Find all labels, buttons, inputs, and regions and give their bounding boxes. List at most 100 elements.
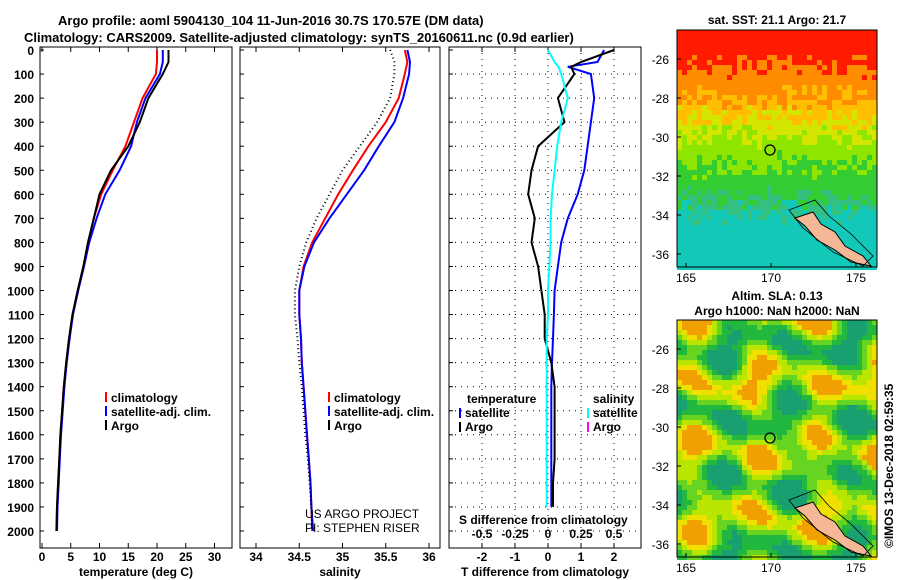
map-cell (857, 45, 862, 50)
map-cell (692, 505, 697, 510)
map-cell (837, 230, 842, 235)
map-cell (847, 90, 852, 95)
map-cell (797, 165, 802, 170)
map-cell (732, 335, 737, 340)
map-cell (802, 140, 807, 145)
map-cell (862, 395, 867, 400)
map-cell (732, 185, 737, 190)
map-cell (777, 485, 782, 490)
map-cell (687, 325, 692, 330)
map-cell (757, 40, 762, 45)
plot-frame (448, 46, 642, 549)
map-cell (857, 95, 862, 100)
map-cell (687, 100, 692, 105)
map-cell (867, 140, 872, 145)
map-cell (702, 435, 707, 440)
map-cell (867, 75, 872, 80)
s-tick-label: 0.5 (606, 527, 623, 541)
legend-swatch (459, 422, 461, 432)
map-cell (822, 400, 827, 405)
map-cell (707, 395, 712, 400)
map-cell (852, 145, 857, 150)
map-cell (822, 470, 827, 475)
map-cell (812, 110, 817, 115)
map-cell (752, 410, 757, 415)
map-cell (782, 410, 787, 415)
map-cell (812, 445, 817, 450)
map-cell (727, 170, 732, 175)
map-cell (737, 365, 742, 370)
map-cell (757, 180, 762, 185)
map-cell (717, 345, 722, 350)
map-cell (712, 225, 717, 230)
map-cell (702, 40, 707, 45)
map-cell (767, 120, 772, 125)
map-cell (867, 90, 872, 95)
map-cell (762, 175, 767, 180)
map-cell (752, 145, 757, 150)
map-cell (842, 450, 847, 455)
map-cell (757, 35, 762, 40)
map-cell (762, 415, 767, 420)
map-cell (862, 505, 867, 510)
map-cell (712, 50, 717, 55)
map-cell (817, 380, 822, 385)
map-cell (752, 260, 757, 265)
map-cell (812, 370, 817, 375)
map-cell (742, 365, 747, 370)
map-cell (842, 210, 847, 215)
map-cell (792, 370, 797, 375)
map-cell (712, 430, 717, 435)
map-cell (722, 395, 727, 400)
map-cell (717, 355, 722, 360)
map-cell (832, 100, 837, 105)
map-cell (732, 230, 737, 235)
map-cell (757, 205, 762, 210)
map-cell (752, 90, 757, 95)
map-cell (827, 415, 832, 420)
map-cell (722, 30, 727, 35)
map-cell (857, 425, 862, 430)
map-cell (857, 170, 862, 175)
map-cell (842, 220, 847, 225)
map-cell (772, 395, 777, 400)
map-cell (677, 345, 682, 350)
map-cell (862, 385, 867, 390)
map-cell (722, 210, 727, 215)
map-cell (822, 185, 827, 190)
depth-tick-label: 1000 (7, 285, 34, 299)
map-cell (717, 395, 722, 400)
map-cell (842, 140, 847, 145)
map-cell (782, 45, 787, 50)
map-cell (862, 95, 867, 100)
map-cell (827, 435, 832, 440)
map-cell (692, 215, 697, 220)
map-cell (862, 485, 867, 490)
map-cell (832, 80, 837, 85)
map-cell (692, 250, 697, 255)
map-cell (817, 405, 822, 410)
map-cell (722, 215, 727, 220)
map-cell (732, 475, 737, 480)
map-cell (747, 65, 752, 70)
map-cell (807, 40, 812, 45)
map-cell (727, 235, 732, 240)
map-cell (797, 260, 802, 265)
map-cell (792, 515, 797, 520)
map-cell (812, 145, 817, 150)
map-cell (732, 120, 737, 125)
map-cell (862, 325, 867, 330)
map-cell (787, 435, 792, 440)
map-cell (717, 255, 722, 260)
map-cell (727, 345, 732, 350)
map-cell (827, 540, 832, 545)
map-cell (767, 225, 772, 230)
map-cell (802, 170, 807, 175)
map-cell (767, 240, 772, 245)
map-cell (792, 355, 797, 360)
map-cell (842, 235, 847, 240)
map-cell (767, 335, 772, 340)
map-cell (852, 60, 857, 65)
map-cell (827, 65, 832, 70)
map-cell (862, 170, 867, 175)
